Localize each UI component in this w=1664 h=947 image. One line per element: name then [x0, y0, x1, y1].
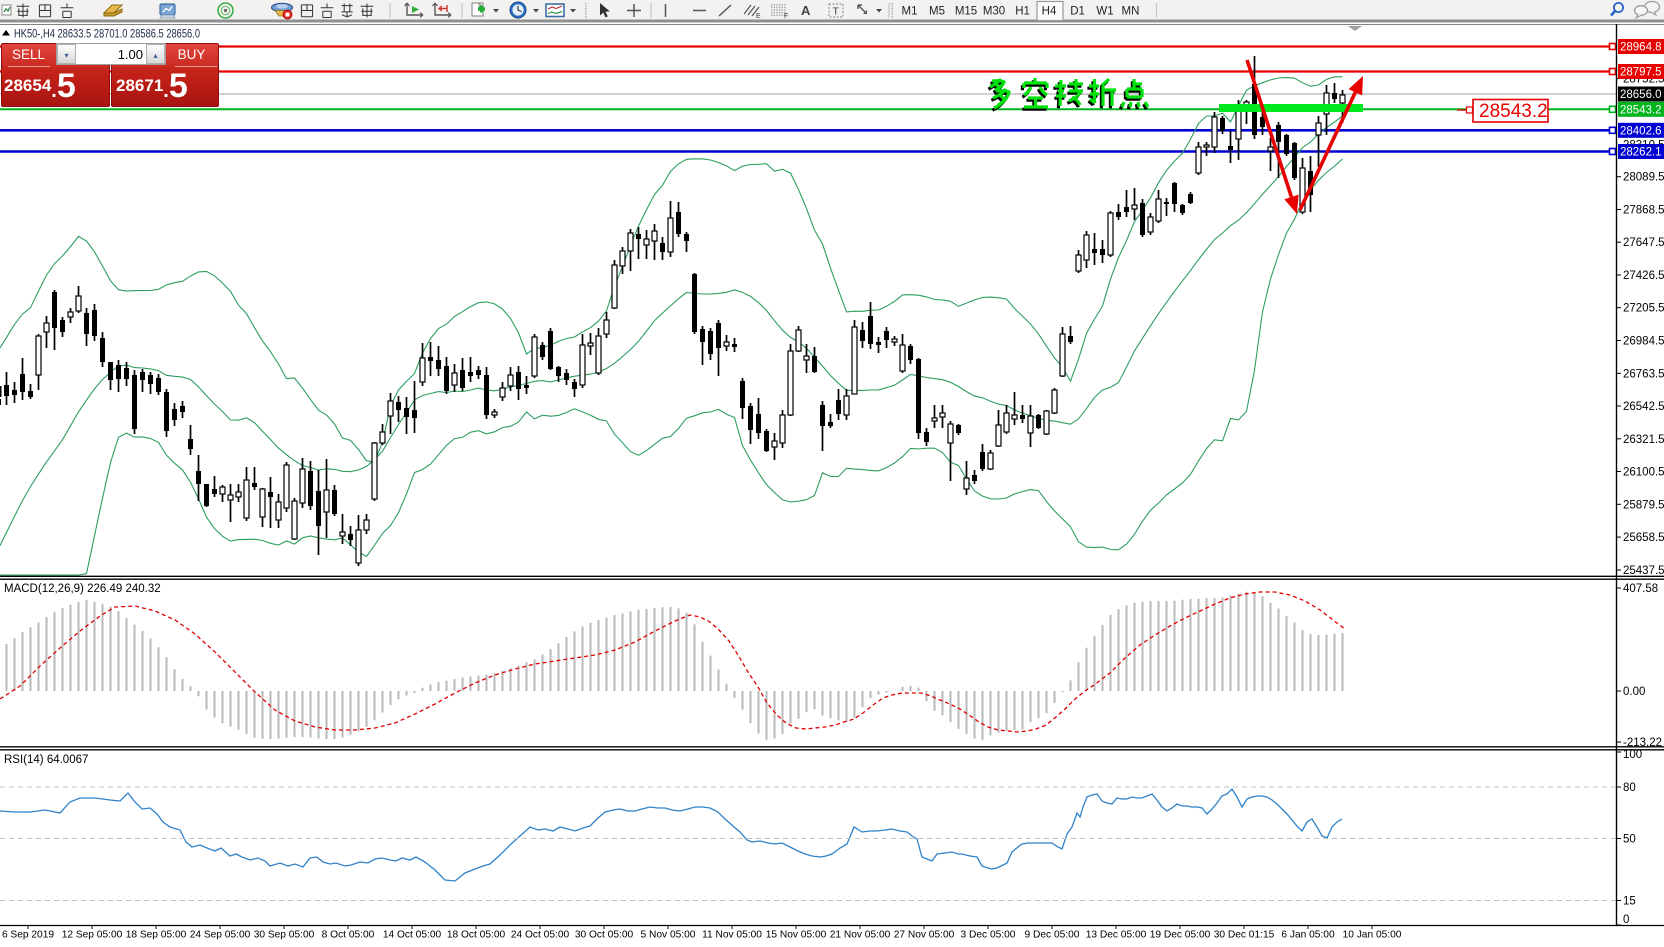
svg-text:19 Dec 05:00: 19 Dec 05:00	[1150, 930, 1211, 941]
svg-text:21 Nov 05:00: 21 Nov 05:00	[830, 930, 891, 941]
svg-text:M5: M5	[929, 6, 945, 18]
svg-text:E: E	[756, 13, 761, 20]
svg-text:30 Sep 05:00: 30 Sep 05:00	[254, 930, 315, 941]
svg-text:5 Nov 05:00: 5 Nov 05:00	[641, 930, 696, 941]
svg-text:18 Sep 05:00: 18 Sep 05:00	[126, 930, 187, 941]
svg-text:28543.2: 28543.2	[1620, 105, 1662, 117]
svg-text:9 Dec 05:00: 9 Dec 05:00	[1025, 930, 1080, 941]
svg-text:26763.5: 26763.5	[1623, 368, 1664, 380]
svg-text:0.00: 0.00	[1623, 686, 1645, 698]
svg-text:28656.0: 28656.0	[1620, 89, 1662, 101]
svg-text:100: 100	[1623, 749, 1642, 761]
svg-text:25437.5: 25437.5	[1623, 565, 1664, 577]
svg-text:24 Oct 05:00: 24 Oct 05:00	[511, 930, 570, 941]
svg-text:HK50-,H4 28633.5 28701.0 2858: HK50-,H4 28633.5 28701.0 28586.5 28656.0	[14, 27, 200, 41]
svg-text:28964.8: 28964.8	[1620, 42, 1662, 54]
svg-text:25879.5: 25879.5	[1623, 499, 1664, 511]
svg-text:H1: H1	[1015, 6, 1030, 18]
svg-text:30 Oct 05:00: 30 Oct 05:00	[575, 930, 634, 941]
svg-text:M1: M1	[902, 6, 918, 18]
svg-text:8 Oct 05:00: 8 Oct 05:00	[322, 930, 375, 941]
svg-text:10 Jan 05:00: 10 Jan 05:00	[1343, 930, 1402, 941]
svg-text:M30: M30	[983, 6, 1005, 18]
svg-text:27426.5: 27426.5	[1623, 270, 1664, 282]
svg-text:24 Sep 05:00: 24 Sep 05:00	[190, 930, 251, 941]
svg-text:W1: W1	[1096, 6, 1113, 18]
svg-text:H4: H4	[1042, 6, 1057, 18]
svg-text:14 Oct 05:00: 14 Oct 05:00	[383, 930, 442, 941]
svg-text:12 Sep 05:00: 12 Sep 05:00	[62, 930, 123, 941]
svg-text:25658.5: 25658.5	[1623, 532, 1664, 544]
svg-text:15 Nov 05:00: 15 Nov 05:00	[766, 930, 827, 941]
svg-text:28089.5: 28089.5	[1623, 172, 1664, 184]
svg-text:M15: M15	[955, 6, 977, 18]
svg-text:RSI(14) 64.0067: RSI(14) 64.0067	[4, 754, 88, 766]
svg-text:3 Dec 05:00: 3 Dec 05:00	[961, 930, 1016, 941]
svg-text:-213.22: -213.22	[1623, 737, 1662, 749]
svg-text:0: 0	[1623, 914, 1629, 926]
svg-text:26100.5: 26100.5	[1623, 467, 1664, 479]
svg-text:30 Dec 01:15: 30 Dec 01:15	[1214, 930, 1275, 941]
svg-text:15: 15	[1623, 896, 1636, 908]
svg-text:28262.1: 28262.1	[1620, 147, 1662, 159]
svg-text:F: F	[784, 13, 788, 20]
svg-text:27647.5: 27647.5	[1623, 237, 1664, 249]
svg-text:18 Oct 05:00: 18 Oct 05:00	[447, 930, 506, 941]
svg-text:80: 80	[1623, 782, 1636, 794]
svg-text:T: T	[833, 6, 840, 18]
svg-text:27868.5: 27868.5	[1623, 205, 1664, 217]
svg-text:MACD(12,26,9) 226.49 240.32: MACD(12,26,9) 226.49 240.32	[4, 583, 161, 595]
svg-text:50: 50	[1623, 834, 1636, 846]
svg-text:6 Sep 2019: 6 Sep 2019	[2, 930, 54, 941]
svg-text:D1: D1	[1070, 6, 1085, 18]
svg-text:407.58: 407.58	[1623, 583, 1658, 595]
svg-text:27 Nov 05:00: 27 Nov 05:00	[894, 930, 955, 941]
svg-text:A: A	[801, 3, 811, 18]
svg-text:26542.5: 26542.5	[1623, 401, 1664, 413]
svg-text:MN: MN	[1122, 6, 1140, 18]
svg-text:11 Nov 05:00: 11 Nov 05:00	[702, 930, 762, 941]
svg-text:27205.5: 27205.5	[1623, 303, 1664, 315]
svg-text:26321.5: 26321.5	[1623, 434, 1664, 446]
svg-text:6 Jan 05:00: 6 Jan 05:00	[1281, 930, 1335, 941]
svg-text:26984.5: 26984.5	[1623, 336, 1664, 348]
svg-text:28543.2: 28543.2	[1479, 101, 1548, 122]
svg-text:28402.6: 28402.6	[1620, 126, 1662, 138]
svg-text:28797.5: 28797.5	[1620, 67, 1662, 79]
svg-text:13 Dec 05:00: 13 Dec 05:00	[1086, 930, 1147, 941]
